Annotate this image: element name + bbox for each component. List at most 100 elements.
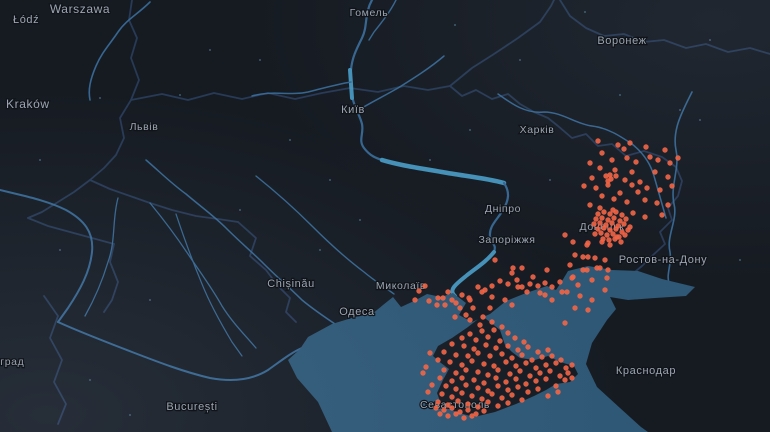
event-dot[interactable] xyxy=(505,330,511,336)
event-dot[interactable] xyxy=(485,388,491,394)
event-dot[interactable] xyxy=(611,215,617,221)
event-dot[interactable] xyxy=(612,167,618,173)
event-dot[interactable] xyxy=(543,362,549,368)
event-dot[interactable] xyxy=(489,283,495,289)
event-dot[interactable] xyxy=(459,390,465,396)
event-dot[interactable] xyxy=(457,305,463,311)
event-dot[interactable] xyxy=(509,270,515,276)
event-dot[interactable] xyxy=(443,383,449,389)
event-dot[interactable] xyxy=(510,265,516,271)
event-dot[interactable] xyxy=(562,320,568,326)
event-dot[interactable] xyxy=(587,160,593,166)
event-dot[interactable] xyxy=(463,382,469,388)
event-dot[interactable] xyxy=(509,392,515,398)
event-dot[interactable] xyxy=(481,361,487,367)
event-dot[interactable] xyxy=(592,231,598,237)
event-dot[interactable] xyxy=(529,357,535,363)
event-dot[interactable] xyxy=(441,407,447,413)
event-dot[interactable] xyxy=(473,411,479,417)
event-dot[interactable] xyxy=(512,335,518,341)
event-dot[interactable] xyxy=(563,365,569,371)
event-dot[interactable] xyxy=(601,209,607,215)
event-dot[interactable] xyxy=(480,314,486,320)
event-dot[interactable] xyxy=(493,375,499,381)
event-dot[interactable] xyxy=(577,293,583,299)
event-dot[interactable] xyxy=(441,367,447,373)
event-dot[interactable] xyxy=(471,346,477,352)
event-dot[interactable] xyxy=(535,386,541,392)
event-dot[interactable] xyxy=(459,375,465,381)
event-dot[interactable] xyxy=(557,373,563,379)
event-dot[interactable] xyxy=(449,297,455,303)
event-dot[interactable] xyxy=(558,357,564,363)
event-dot[interactable] xyxy=(621,221,627,227)
event-dot[interactable] xyxy=(461,343,467,349)
event-dot[interactable] xyxy=(503,359,509,365)
event-dot[interactable] xyxy=(545,393,551,399)
event-dot[interactable] xyxy=(611,196,617,202)
event-dot[interactable] xyxy=(537,290,543,296)
event-dot[interactable] xyxy=(580,254,586,260)
event-dot[interactable] xyxy=(642,214,648,220)
event-dot[interactable] xyxy=(513,363,519,369)
event-dot[interactable] xyxy=(524,289,530,295)
event-dot[interactable] xyxy=(475,404,481,410)
event-dot[interactable] xyxy=(564,289,570,295)
event-dot[interactable] xyxy=(553,360,559,366)
event-dot[interactable] xyxy=(569,375,575,381)
event-dot[interactable] xyxy=(452,314,458,320)
event-dot[interactable] xyxy=(489,294,495,300)
event-dot[interactable] xyxy=(477,322,483,328)
event-dot[interactable] xyxy=(643,144,649,150)
event-dot[interactable] xyxy=(426,298,432,304)
event-dot[interactable] xyxy=(604,275,610,281)
event-dot[interactable] xyxy=(515,284,521,290)
event-dot[interactable] xyxy=(659,212,665,218)
event-dot[interactable] xyxy=(598,230,604,236)
event-dot[interactable] xyxy=(469,393,475,399)
event-dot[interactable] xyxy=(635,189,641,195)
event-dot[interactable] xyxy=(607,227,613,233)
event-dot[interactable] xyxy=(491,363,497,369)
event-dot[interactable] xyxy=(515,384,521,390)
event-dot[interactable] xyxy=(439,391,445,397)
event-dot[interactable] xyxy=(459,292,465,298)
event-dot[interactable] xyxy=(507,371,513,377)
event-dot[interactable] xyxy=(459,335,465,341)
event-dot[interactable] xyxy=(624,199,630,205)
event-dot[interactable] xyxy=(613,209,619,215)
event-dot[interactable] xyxy=(455,398,461,404)
event-dot[interactable] xyxy=(483,342,489,348)
event-dot[interactable] xyxy=(527,373,533,379)
event-dot[interactable] xyxy=(449,378,455,384)
event-dot[interactable] xyxy=(617,190,623,196)
event-dot[interactable] xyxy=(585,240,591,246)
event-dot[interactable] xyxy=(459,362,465,368)
event-dot[interactable] xyxy=(662,147,668,153)
event-dot[interactable] xyxy=(657,187,663,193)
event-dot[interactable] xyxy=(592,255,598,261)
event-dot[interactable] xyxy=(485,399,491,405)
event-dot[interactable] xyxy=(465,353,471,359)
event-dot[interactable] xyxy=(555,389,561,395)
event-dot[interactable] xyxy=(453,300,459,306)
event-dot[interactable] xyxy=(487,305,493,311)
event-dot[interactable] xyxy=(469,413,475,419)
event-dot[interactable] xyxy=(629,182,635,188)
event-dot[interactable] xyxy=(487,353,493,359)
event-dot[interactable] xyxy=(471,377,477,383)
event-dot[interactable] xyxy=(515,347,521,353)
event-dot[interactable] xyxy=(597,265,603,271)
event-dot[interactable] xyxy=(485,372,491,378)
event-dot[interactable] xyxy=(445,413,451,419)
event-dot[interactable] xyxy=(572,305,578,311)
event-dot[interactable] xyxy=(513,376,519,382)
event-dot[interactable] xyxy=(654,200,660,206)
event-dot[interactable] xyxy=(420,370,426,376)
event-dot[interactable] xyxy=(595,226,601,232)
event-dot[interactable] xyxy=(618,239,624,245)
event-dot[interactable] xyxy=(475,369,481,375)
event-dot[interactable] xyxy=(599,215,605,221)
event-dot[interactable] xyxy=(601,225,607,231)
event-dot[interactable] xyxy=(505,281,511,287)
